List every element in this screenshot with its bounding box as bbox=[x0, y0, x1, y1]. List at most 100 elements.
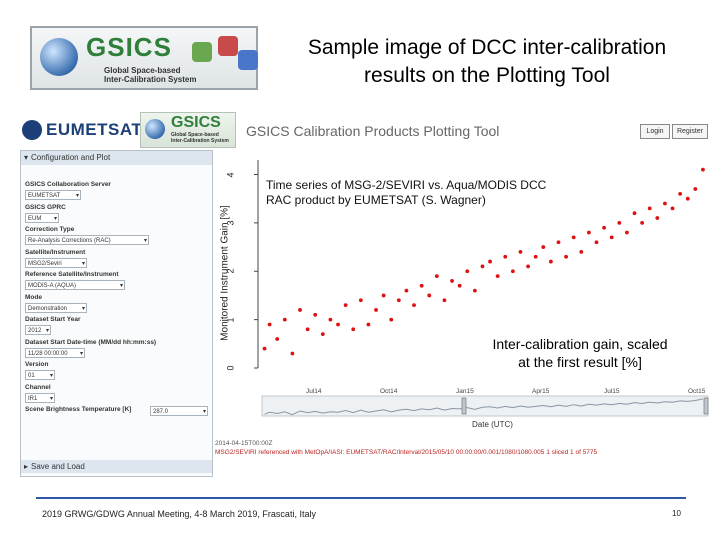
logo-word: GSICS bbox=[86, 32, 172, 62]
navigator-left-handle[interactable] bbox=[461, 397, 467, 415]
x-tick-label: Jan15 bbox=[456, 388, 474, 395]
config-field-label: Version bbox=[25, 361, 49, 368]
config-field-select[interactable]: MSG2/Seviri ▾ bbox=[25, 257, 87, 268]
data-point bbox=[594, 240, 599, 245]
data-point bbox=[510, 269, 515, 274]
dropdown-arrow-icon[interactable]: ▾ bbox=[49, 373, 53, 379]
data-point bbox=[663, 201, 667, 206]
data-point bbox=[655, 216, 660, 220]
data-point bbox=[267, 322, 272, 327]
data-point bbox=[526, 264, 530, 269]
configuration-panel-header[interactable]: ▾ Configuration and Plot bbox=[21, 151, 212, 165]
config-field-label: Scene Brightness Temperature [K] bbox=[25, 406, 132, 413]
config-field-select[interactable]: 01 ▾ bbox=[25, 370, 55, 380]
config-field-select[interactable]: EUMETSAT ▾ bbox=[25, 190, 81, 200]
x-tick-label: Apr15 bbox=[532, 388, 550, 395]
page-number: 10 bbox=[672, 509, 681, 518]
range-navigator[interactable] bbox=[261, 395, 709, 417]
data-point bbox=[640, 220, 645, 225]
data-point bbox=[450, 279, 454, 283]
config-field-select[interactable]: 11/28 00:00:00 ▾ bbox=[25, 347, 85, 358]
config-field-select[interactable]: 287.0 ▾ bbox=[150, 406, 208, 416]
gsics-logo: GSICS Global Space-based Inter-Calibrati… bbox=[30, 26, 258, 90]
data-point bbox=[351, 327, 356, 332]
data-point bbox=[419, 283, 424, 288]
y-tick-label: 3 bbox=[225, 220, 236, 226]
x-tick-label: Oct15 bbox=[688, 388, 706, 395]
data-point bbox=[586, 230, 591, 235]
data-point bbox=[617, 220, 622, 225]
config-field-select[interactable]: MODIS-A (AQUA) ▾ bbox=[25, 280, 125, 290]
data-point bbox=[647, 206, 652, 211]
data-point bbox=[366, 322, 371, 327]
dropdown-arrow-icon[interactable]: ▾ bbox=[53, 215, 57, 222]
save-and-load-header[interactable]: ▸ Save and Load bbox=[21, 460, 212, 473]
satellite-icon bbox=[192, 42, 212, 62]
config-field-label: Channel bbox=[25, 383, 51, 391]
gain-annotation: Inter-calibration gain, scaled at the fi… bbox=[460, 335, 700, 371]
x-tick-label: Jul15 bbox=[604, 388, 620, 395]
data-point bbox=[412, 303, 416, 308]
dropdown-arrow-icon[interactable]: ▾ bbox=[202, 409, 206, 415]
data-point bbox=[336, 322, 340, 327]
register-button[interactable]: Register bbox=[672, 124, 708, 139]
config-field-label: Dataset Start Year bbox=[25, 316, 81, 323]
config-field-value: 11/28 00:00:00 bbox=[28, 350, 68, 357]
configuration-panel bbox=[20, 150, 213, 477]
data-point bbox=[541, 245, 546, 249]
config-field-select[interactable]: Re-Analysis Corrections (RAC) ▾ bbox=[25, 235, 149, 245]
navigator-right-handle[interactable] bbox=[703, 397, 709, 415]
data-point bbox=[305, 327, 310, 332]
config-field-value: Re-Analysis Corrections (RAC) bbox=[28, 238, 111, 244]
data-point bbox=[602, 225, 607, 230]
config-field-value: IR1 bbox=[28, 395, 38, 402]
x-tick-label: Oct14 bbox=[380, 388, 398, 395]
footer-divider bbox=[36, 497, 686, 499]
dropdown-arrow-icon[interactable]: ▾ bbox=[79, 350, 83, 357]
data-point bbox=[685, 196, 690, 201]
dropdown-arrow-icon[interactable]: ▾ bbox=[49, 395, 53, 402]
dropdown-arrow-icon[interactable]: ▾ bbox=[81, 305, 85, 312]
y-tick-label: 0 bbox=[225, 365, 236, 371]
data-point bbox=[396, 298, 401, 303]
config-field-select[interactable]: 2012 ▾ bbox=[25, 325, 51, 335]
plot-canvas[interactable] bbox=[240, 160, 710, 430]
config-field-select[interactable]: EUM ▾ bbox=[25, 212, 59, 223]
dropdown-arrow-icon[interactable]: ▾ bbox=[81, 260, 85, 267]
dropdown-arrow-icon[interactable]: ▾ bbox=[143, 238, 147, 244]
config-field-select[interactable]: Demonstration ▾ bbox=[25, 302, 87, 313]
config-field-value: 287.0 bbox=[153, 409, 169, 415]
globe-icon bbox=[40, 38, 78, 76]
config-field-label: Satellite/Instrument bbox=[25, 248, 86, 256]
data-point bbox=[609, 235, 614, 240]
data-point bbox=[701, 167, 705, 172]
collapse-icon[interactable]: ▾ bbox=[23, 153, 28, 162]
dropdown-arrow-icon[interactable]: ▾ bbox=[45, 328, 49, 334]
data-point bbox=[579, 250, 584, 254]
data-point bbox=[533, 254, 538, 259]
data-point bbox=[632, 211, 637, 216]
navigator-series-line bbox=[264, 398, 704, 416]
data-point bbox=[275, 337, 280, 341]
config-field-label: GSICS GPRC bbox=[25, 203, 66, 211]
tool-header bbox=[20, 112, 710, 148]
login-button[interactable]: Login bbox=[640, 124, 670, 139]
data-point bbox=[442, 298, 447, 303]
dropdown-arrow-icon[interactable]: ▾ bbox=[119, 283, 123, 289]
data-point bbox=[427, 293, 432, 298]
data-point bbox=[389, 317, 394, 322]
config-field-value: 2012 bbox=[28, 328, 42, 334]
config-field-select[interactable]: IR1 ▾ bbox=[25, 392, 55, 403]
config-field-value: MSG2/Seviri bbox=[28, 260, 62, 267]
data-point bbox=[374, 308, 378, 312]
app-title: GSICS Calibration Products Plotting Tool bbox=[246, 123, 500, 139]
data-point bbox=[678, 191, 683, 196]
data-point bbox=[381, 293, 386, 298]
dropdown-arrow-icon[interactable]: ▾ bbox=[75, 193, 79, 199]
data-point bbox=[262, 346, 267, 351]
config-field-value: EUM bbox=[28, 215, 42, 222]
expand-icon[interactable]: ▸ bbox=[23, 462, 28, 471]
x-tick-label: Jul14 bbox=[306, 388, 322, 395]
data-point bbox=[404, 288, 409, 293]
data-point bbox=[693, 187, 698, 191]
